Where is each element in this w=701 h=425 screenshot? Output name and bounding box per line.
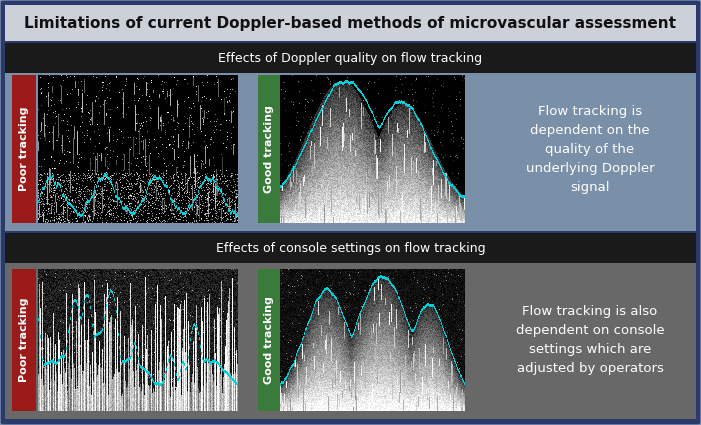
Text: Flow tracking is
dependent on the
quality of the
underlying Doppler
signal: Flow tracking is dependent on the qualit… [526, 105, 654, 193]
Text: Poor tracking: Poor tracking [19, 107, 29, 191]
Bar [12, 269, 36, 411]
Bar [5, 233, 696, 263]
Text: Effects of Doppler quality on flow tracking: Effects of Doppler quality on flow track… [219, 51, 482, 65]
Bar [5, 233, 696, 419]
Text: Good tracking: Good tracking [264, 105, 274, 193]
Bar [5, 43, 696, 73]
Text: Effects of console settings on flow tracking: Effects of console settings on flow trac… [216, 241, 485, 255]
Bar [5, 43, 696, 231]
Text: Limitations of current Doppler-based methods of microvascular assessment: Limitations of current Doppler-based met… [25, 15, 676, 31]
Text: Good tracking: Good tracking [264, 296, 274, 384]
Bar [12, 75, 36, 223]
Text: Poor tracking: Poor tracking [19, 298, 29, 382]
Bar [258, 75, 280, 223]
Text: Flow tracking is also
dependent on console
settings which are
adjusted by operat: Flow tracking is also dependent on conso… [516, 305, 665, 375]
Bar [258, 269, 280, 411]
Bar [5, 5, 696, 41]
